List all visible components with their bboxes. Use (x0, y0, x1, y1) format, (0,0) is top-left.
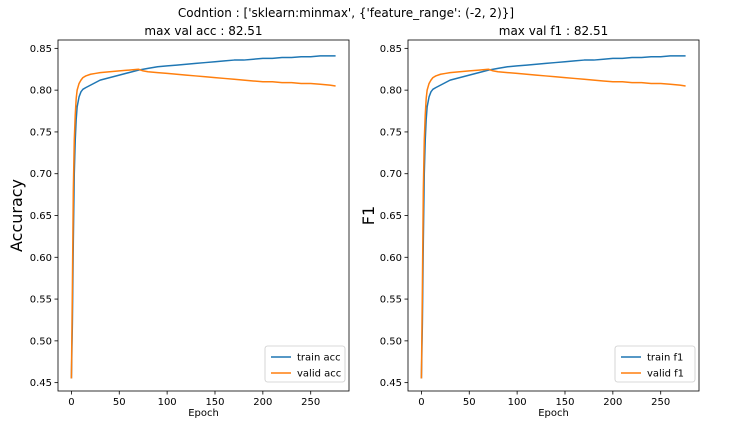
chart-0-axes-frame (57, 39, 350, 392)
chart-0-y-tick-label: 0.80 (30, 86, 52, 97)
chart-1-legend: train f1 valid f1 (614, 345, 696, 383)
chart-0-x-tick-label: 150 (205, 397, 224, 408)
chart-0-y-tick-label: 0.55 (30, 295, 52, 306)
chart-0-x-tick-label: 0 (68, 397, 74, 408)
chart-1-x-tick-label: 200 (603, 397, 622, 408)
chart-0-y-tick-label: 0.70 (30, 169, 52, 180)
chart-0-legend-label-train: train acc (297, 353, 341, 364)
chart-0-x-tick-label: 50 (113, 397, 126, 408)
chart-1-y-tick-label: 0.55 (380, 295, 402, 306)
chart-1-y-tick-label: 0.70 (380, 169, 402, 180)
chart-panel-accuracy: max val acc : 82.51 0 50 100 150 200 250 0.45 0.… (7, 24, 350, 419)
chart-1-series-line-valid (420, 68, 686, 379)
chart-0-title: max val acc : 82.51 (144, 24, 262, 38)
chart-0-series-line-valid (70, 68, 336, 379)
chart-0-y-tick-label: 0.50 (30, 336, 52, 347)
chart-1-x-tick-label: 150 (555, 397, 574, 408)
chart-0-y-tick-label: 0.60 (30, 253, 52, 264)
chart-0-x-axis-label: Epoch (188, 408, 219, 419)
chart-1-x-tick-label: 100 (508, 397, 527, 408)
chart-panel-f1: max val f1 : 82.51 0 50 100 150 200 250 0.45 0.5… (359, 24, 700, 419)
chart-1-y-tick-label: 0.45 (380, 378, 402, 389)
chart-1-axes-frame (407, 39, 700, 392)
chart-1-y-axis-label: F1 (359, 206, 378, 225)
chart-1-x-tick-label: 0 (418, 397, 424, 408)
chart-1-y-tick-label: 0.80 (380, 86, 402, 97)
chart-0-y-tick-label: 0.85 (30, 44, 52, 55)
chart-1-y-tick-label: 0.75 (380, 127, 402, 138)
chart-1-y-tick-label: 0.85 (380, 44, 402, 55)
chart-0-y-tick-label: 0.65 (30, 211, 52, 222)
chart-1-y-tick-label: 0.60 (380, 253, 402, 264)
chart-1-x-axis-label: Epoch (538, 408, 569, 419)
chart-1-x-tick-label: 250 (651, 397, 670, 408)
chart-1-x-tick-label: 50 (463, 397, 476, 408)
chart-0-y-tick-label: 0.45 (30, 378, 52, 389)
chart-0-y-tick-label: 0.75 (30, 127, 52, 138)
chart-0-x-tick-label: 100 (158, 397, 177, 408)
chart-0-legend-label-valid: valid acc (297, 369, 341, 380)
chart-0-x-tick-label: 200 (253, 397, 272, 408)
chart-1-legend-label-train: train f1 (647, 353, 683, 364)
chart-0-series-line-train (70, 55, 336, 379)
chart-1-title: max val f1 : 82.51 (499, 24, 608, 38)
chart-1-legend-label-valid: valid f1 (647, 369, 684, 380)
chart-1-y-tick-label: 0.50 (380, 336, 402, 347)
chart-1-series-line-train (420, 55, 686, 379)
chart-0-x-tick-label: 250 (301, 397, 320, 408)
chart-0-legend: train acc valid acc (264, 345, 346, 383)
figure-suptitle: Codntion : ['sklearn:minmax', {'feature_… (178, 6, 514, 20)
chart-1-y-tick-label: 0.65 (380, 211, 402, 222)
chart-0-y-axis-label: Accuracy (7, 179, 26, 252)
